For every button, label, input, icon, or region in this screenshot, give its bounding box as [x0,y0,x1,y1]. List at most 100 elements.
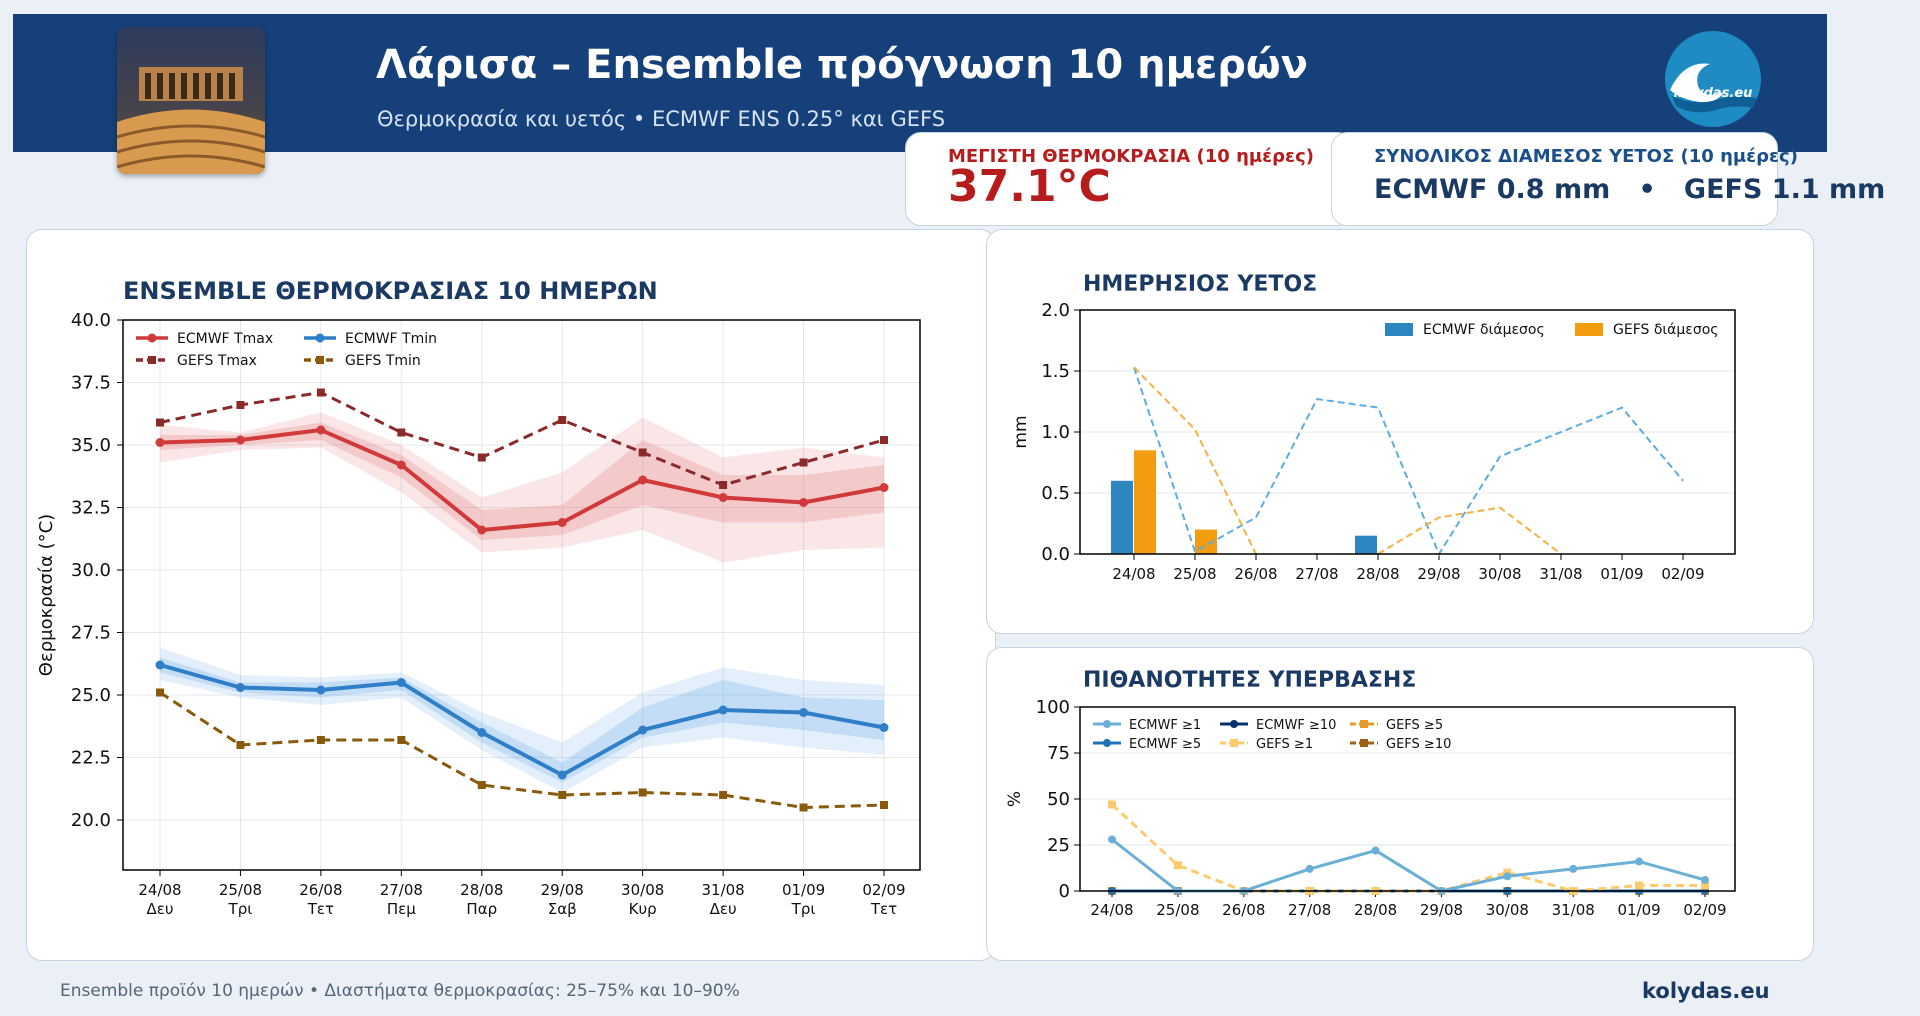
temp-point-ecmwf-tmax [477,525,487,535]
page-subtitle: Θερμοκρασία και υετός • ECMWF ENS 0.25° … [377,107,946,131]
temp-point-gefs-tmax [397,428,406,437]
prob-ytick-label: 0 [1059,881,1070,902]
temp-xtick-date: 28/08 [460,881,503,899]
temp-point-ecmwf-tmin [316,685,326,695]
temp-xtick-day: Τρι [791,900,816,918]
temp-xtick-day: Παρ [466,900,497,918]
rain-legend-label-gefs: GEFS διάμεσος [1613,322,1719,338]
temp-point-gefs-tmin [558,791,567,799]
temp-point-ecmwf-tmin [557,770,567,780]
temp-point-gefs-tmin [477,781,486,789]
rain-ytick-label: 2.0 [1041,300,1070,321]
total-rain-label: ΣΥΝΟΛΙΚΟΣ ΔΙΑΜΕΣΟΣ ΥΕΤΟΣ (10 ημέρες) [1374,146,1798,167]
temp-point-gefs-tmin [156,688,164,697]
prob-legend-marker-5 [1360,739,1368,747]
prob-legend-marker-4 [1360,720,1368,728]
temp-ytick-label: 25.0 [71,685,111,706]
temp-band-ecmwf-tmax-25-75 [160,422,884,540]
temp-xtick-date: 02/09 [862,881,905,899]
prob-xtick-label: 01/09 [1617,901,1660,919]
prob-ytick-label: 50 [1047,789,1070,810]
temp-point-ecmwf-tmax [557,518,567,527]
prob-ytick-label: 75 [1047,743,1070,764]
temp-band-ecmwf-tmax-10-90 [160,412,884,563]
temp-xtick-day: Τρι [228,900,253,918]
rain-plot-frame [1079,309,1736,555]
prob-series-3-point [1701,881,1709,890]
rain-ytick-label: 1.5 [1041,361,1070,382]
temp-xtick-date: 25/08 [219,881,262,899]
temp-point-ecmwf-tmax [316,425,326,435]
rain-xtick-label: 30/08 [1478,565,1521,583]
temperature-chart-title: ENSEMBLE ΘΕΡΜΟΚΡΑΣΙΑΣ 10 ΗΜΕΡΩΝ [123,277,658,305]
prob-series-3-point [1635,881,1644,890]
max-temp-card: ΜΕΓΙΣΤΗ ΘΕΡΜΟΚΡΑΣΙΑ (10 ημέρες) 37.1°C [905,132,1353,226]
temp-point-ecmwf-tmin [799,708,809,717]
temp-legend-label-ecmwf-tmax: ECMWF Tmax [177,331,273,347]
temp-xtick-date: 01/09 [782,881,825,899]
temp-series-gefs-tmin-line [159,691,885,810]
temp-xtick-day: Δευ [146,900,173,918]
rain-xtick-label: 24/08 [1112,565,1155,583]
temp-legend-marker-gefs-tmin [316,356,324,364]
prob-series-0-point [1305,864,1314,873]
temp-legend-label-gefs-tmin: GEFS Tmin [345,353,421,369]
temp-point-ecmwf-tmin [638,725,648,735]
max-temp-label: ΜΕΓΙΣΤΗ ΘΕΡΜΟΚΡΑΣΙΑ (10 ημέρες) [948,146,1314,167]
prob-ytick-label: 100 [1036,697,1070,718]
temp-xtick-date: 29/08 [541,881,584,899]
max-temp-value: 37.1°C [948,161,1111,212]
footer-brand-link[interactable]: kolydas.eu [1642,979,1770,1003]
temp-point-gefs-tmin [880,801,888,809]
temp-xtick-date: 31/08 [701,881,744,899]
temp-band-ecmwf-tmin-10-90 [160,647,884,793]
logo-text: kolydas.eu [1674,86,1753,101]
prob-series-0-point [1701,875,1709,884]
rain-legend-swatch-ecmwf [1385,323,1413,336]
temp-xtick-day: Πεμ [387,900,416,918]
prob-xtick-label: 25/08 [1156,901,1199,919]
temp-ytick-label: 32.5 [71,498,111,519]
rain-bar-ecmwf [1111,480,1133,554]
rain-legend-label-ecmwf: ECMWF διάμεσος [1423,322,1545,338]
prob-legend-label-3: GEFS ≥1 [1256,737,1313,752]
rain-xtick-label: 01/09 [1600,565,1643,583]
prob-xtick-label: 02/09 [1683,901,1726,919]
prob-series-0-line [1111,838,1706,893]
prob-series-0-point [1635,857,1644,866]
temp-point-ecmwf-tmax [638,475,648,485]
rain-xtick-label: 02/09 [1661,565,1704,583]
prob-series-3-line [1110,803,1705,893]
prob-xtick-label: 26/08 [1222,901,1265,919]
prob-legend-marker-1 [1103,739,1111,747]
temp-plot-frame [122,319,921,871]
prob-series-3-point [1108,800,1116,809]
temp-point-gefs-tmax [880,436,888,444]
temp-xtick-date: 27/08 [380,881,423,899]
prob-legend-label-2: ECMWF ≥10 [1256,718,1336,733]
prob-series-0-point [1371,846,1380,855]
prob-legend-label-5: GEFS ≥10 [1386,737,1451,752]
temp-ytick-label: 40.0 [71,310,111,331]
header-banner [13,14,1827,152]
temp-legend-label-ecmwf-tmin: ECMWF Tmin [345,331,437,347]
temp-series-ecmwf-tmin-line [159,663,885,778]
temp-point-gefs-tmax [638,448,647,457]
kolydas-logo[interactable]: kolydas.eu [1664,30,1762,128]
probability-chart-card [986,647,1814,961]
prob-legend-marker-0 [1103,720,1111,728]
temp-legend-marker-ecmwf-tmax [147,333,157,343]
prob-ytick-label: 25 [1047,835,1070,856]
temp-xtick-date: 30/08 [621,881,664,899]
temp-xtick-date: 26/08 [299,881,342,899]
rain-chart-title: ΗΜΕΡΗΣΙΟΣ ΥΕΤΟΣ [1083,272,1318,297]
city-photo-thumbnail [117,27,265,174]
prob-y-axis-label: % [1005,791,1025,807]
temp-point-gefs-tmax [799,458,808,467]
temp-y-axis-label: Θερμοκρασία (°C) [36,514,57,676]
total-rain-value: ECMWF 0.8 mm • GEFS 1.1 mm [1374,174,1886,205]
rain-xtick-label: 31/08 [1539,565,1582,583]
temp-point-gefs-tmax [236,401,245,409]
temp-xtick-day: Κυρ [629,900,657,918]
rain-ytick-label: 0.0 [1041,544,1070,565]
